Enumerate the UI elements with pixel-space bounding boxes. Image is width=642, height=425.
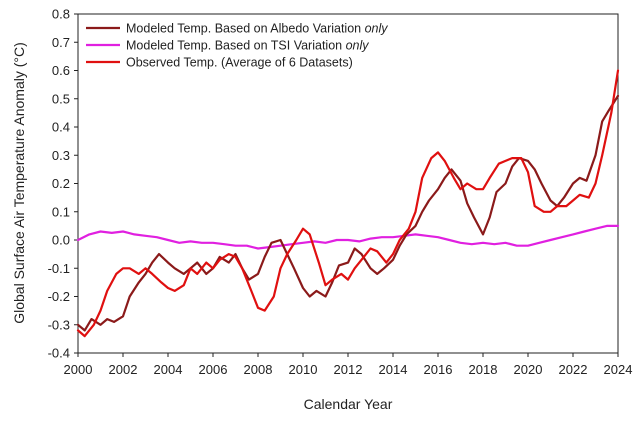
series-layer <box>76 69 620 338</box>
y-tick-label: 0.5 <box>52 91 70 106</box>
x-tick-label: 2006 <box>199 362 228 377</box>
series-line-1 <box>76 224 620 250</box>
y-tick-label: -0.2 <box>48 289 70 304</box>
y-tick-label: 0.2 <box>52 176 70 191</box>
x-tick-label: 2022 <box>559 362 588 377</box>
y-tick-label: -0.3 <box>48 317 70 332</box>
x-tick-label: 2002 <box>109 362 138 377</box>
y-tick-label: 0.4 <box>52 120 70 135</box>
x-tick-label: 2020 <box>514 362 543 377</box>
x-axis-ticks: 2000 2002 2004 2006 2008 2010 2012 2014 2016 2018… <box>64 353 633 377</box>
x-tick-label: 2014 <box>379 362 408 377</box>
y-tick-label: 0.6 <box>52 63 70 78</box>
x-tick-label: 2010 <box>289 362 318 377</box>
series-line-2 <box>76 69 620 338</box>
x-tick-label: 2018 <box>469 362 498 377</box>
legend-label-1: Modeled Temp. Based on TSI Variation onl… <box>126 39 369 53</box>
legend-label-2: Observed Temp. (Average of 6 Datasets) <box>126 56 353 70</box>
y-tick-label: -0.4 <box>48 346 70 361</box>
x-tick-label: 2016 <box>424 362 453 377</box>
y-tick-label: 0.0 <box>52 233 70 248</box>
y-axis-ticks: -0.4 -0.3 -0.2 -0.1 0.0 0.1 0.2 0.3 0.4 0.5 0.6 0.7… <box>48 7 78 361</box>
series-line-0 <box>76 94 620 332</box>
y-tick-label: 0.7 <box>52 35 70 50</box>
y-tick-label: 0.1 <box>52 204 70 219</box>
plot-frame <box>77 13 619 354</box>
x-tick-label: 2004 <box>154 362 183 377</box>
x-tick-label: 2024 <box>604 362 633 377</box>
x-tick-label: 2008 <box>244 362 273 377</box>
legend: Modeled Temp. Based on Albedo Variation … <box>86 22 388 70</box>
x-tick-label: 2012 <box>334 362 363 377</box>
y-axis-title: Global Surface Air Temperature Anomaly (… <box>11 42 27 324</box>
x-tick-label: 2000 <box>64 362 93 377</box>
y-tick-label: 0.8 <box>52 7 70 22</box>
y-tick-label: 0.3 <box>52 148 70 163</box>
y-tick-label: -0.1 <box>48 261 70 276</box>
x-axis-title: Calendar Year <box>304 396 393 412</box>
legend-label-0: Modeled Temp. Based on Albedo Variation … <box>126 22 388 36</box>
